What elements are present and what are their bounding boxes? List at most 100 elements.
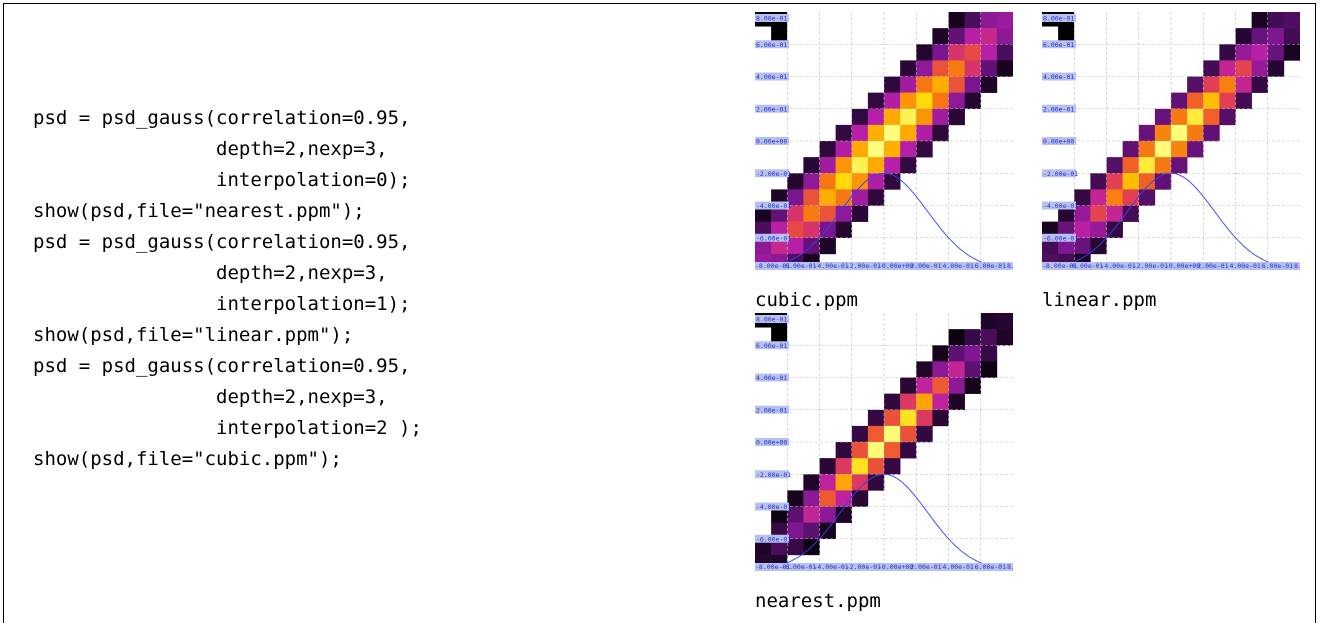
psd-cell xyxy=(755,205,772,222)
psd-cell xyxy=(1187,108,1204,126)
psd-cell xyxy=(996,60,1013,77)
psd-cell xyxy=(1138,173,1156,190)
psd-cell xyxy=(803,157,820,174)
psd-cell xyxy=(1074,237,1091,255)
y-tick-label: 4.00e-01 xyxy=(756,73,787,81)
psd-cell xyxy=(819,237,836,255)
psd-cell xyxy=(787,538,804,556)
psd-cell xyxy=(867,92,885,110)
psd-cell xyxy=(1154,141,1172,158)
psd-cell xyxy=(884,409,901,427)
y-tick-label: -4.00e-01 xyxy=(756,202,791,210)
psd-cell xyxy=(1219,108,1236,126)
psd-cell xyxy=(1122,189,1140,206)
psd-cell xyxy=(771,538,788,556)
psd-cell xyxy=(900,76,917,93)
x-tick-label: -0.00e+00 xyxy=(1165,262,1200,270)
psd-cell xyxy=(884,92,901,110)
psd-cell xyxy=(900,141,917,158)
psd-cell xyxy=(1122,157,1140,174)
psd-cell xyxy=(771,205,788,222)
x-tick-label: -0.00e+00 xyxy=(878,563,913,571)
psd-cell xyxy=(1219,44,1236,61)
psd-cell xyxy=(819,189,836,206)
psd-cell xyxy=(867,141,885,158)
y-tick-label: 8.00e-01 xyxy=(756,15,787,23)
psd-cell xyxy=(884,393,901,411)
psd-cell xyxy=(803,205,820,222)
psd-cell xyxy=(1138,157,1156,174)
psd-cell xyxy=(980,329,998,346)
y-tick-label-bg xyxy=(755,502,789,511)
psd-cell xyxy=(819,474,836,491)
psd-cell xyxy=(916,141,933,158)
psd-cell xyxy=(1219,76,1236,93)
profile-curve xyxy=(1042,172,1300,270)
psd-cell xyxy=(1058,237,1075,255)
psd-cell xyxy=(787,189,804,206)
psd-cell xyxy=(771,506,788,523)
psd-cell xyxy=(851,124,869,142)
x-tick-label: -4.00e-01 xyxy=(1101,262,1136,270)
x-tick-label: -0.00e+00 xyxy=(878,262,913,270)
corner-cell xyxy=(771,327,788,343)
profile-curve xyxy=(755,473,1013,571)
psd-cell xyxy=(803,522,820,540)
psd-cell xyxy=(1219,60,1236,77)
y-tick-label-bg xyxy=(1042,233,1076,242)
y-tick-label-bg xyxy=(755,201,789,210)
psd-plot-nearest: 8.00e-016.00e-014.00e-012.00e-010.00e+00… xyxy=(755,313,1013,571)
x-tick-strip xyxy=(755,563,1013,571)
psd-cell xyxy=(1235,92,1252,110)
psd-cell xyxy=(900,425,917,443)
y-tick-label: 0.00e+00 xyxy=(756,138,787,146)
psd-cell xyxy=(851,141,869,158)
x-tick-label: -6.00e-01 xyxy=(1068,262,1103,270)
psd-cell xyxy=(835,221,853,239)
psd-cell xyxy=(1042,237,1059,255)
psd-cell xyxy=(916,108,933,126)
x-tick-label: -6.00e-01 xyxy=(781,563,816,571)
x-tick-label: 4.00e-01 xyxy=(1230,262,1261,270)
psd-cell xyxy=(884,141,901,158)
psd-cell xyxy=(980,361,998,378)
y-tick-label: 6.00e-01 xyxy=(756,342,787,350)
psd-cell xyxy=(1235,44,1252,61)
psd-cell xyxy=(900,92,917,110)
x-tick-label: 8.00e-01 xyxy=(1007,262,1013,270)
y-tick-label-bg xyxy=(755,104,789,113)
psd-cell xyxy=(1171,124,1188,142)
x-tick-label: -4.00e-01 xyxy=(814,262,849,270)
psd-cell xyxy=(980,76,998,93)
psd-cell xyxy=(900,157,917,174)
psd-cell xyxy=(1251,76,1269,93)
y-tick-label: -2.00e-01 xyxy=(756,471,791,479)
psd-cell xyxy=(1106,221,1123,239)
psd-cell xyxy=(819,506,836,523)
psd-cell xyxy=(964,76,982,93)
psd-cell xyxy=(1106,157,1123,174)
y-tick-label: 8.00e-01 xyxy=(1043,15,1074,23)
code-line: interpolation=1); xyxy=(33,293,411,315)
document-frame xyxy=(3,3,1316,623)
y-tick-label: 6.00e-01 xyxy=(1043,41,1074,49)
psd-cell xyxy=(980,345,998,362)
psd-cell xyxy=(1267,60,1285,77)
psd-cell xyxy=(819,173,836,190)
psd-cell xyxy=(1267,28,1285,45)
psd-cell xyxy=(1203,76,1220,93)
profile-curve xyxy=(755,172,1013,270)
psd-cell xyxy=(1235,60,1252,77)
psd-cell xyxy=(996,329,1013,346)
psd-cell xyxy=(835,205,853,222)
psd-cell xyxy=(884,173,901,190)
psd-cell xyxy=(1251,60,1269,77)
psd-cell xyxy=(1090,221,1107,239)
y-tick-label-bg xyxy=(1042,104,1076,113)
psd-cell xyxy=(1090,173,1107,190)
psd-cell xyxy=(948,361,965,378)
psd-cell xyxy=(835,490,853,507)
psd-cell xyxy=(851,490,869,507)
psd-cell xyxy=(948,92,965,110)
psd-cell xyxy=(771,237,788,255)
